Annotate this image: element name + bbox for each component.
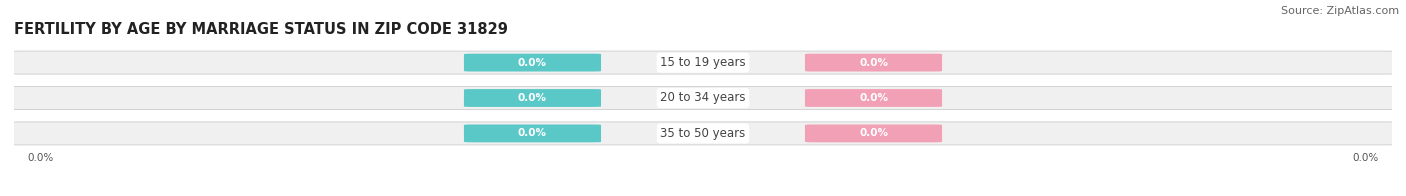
- Text: 0.0%: 0.0%: [1353, 153, 1378, 163]
- Text: 20 to 34 years: 20 to 34 years: [661, 92, 745, 104]
- Text: FERTILITY BY AGE BY MARRIAGE STATUS IN ZIP CODE 31829: FERTILITY BY AGE BY MARRIAGE STATUS IN Z…: [14, 22, 508, 37]
- Text: 0.0%: 0.0%: [517, 93, 547, 103]
- FancyBboxPatch shape: [464, 124, 600, 142]
- Text: 0.0%: 0.0%: [859, 58, 889, 68]
- Text: 0.0%: 0.0%: [517, 58, 547, 68]
- Text: 0.0%: 0.0%: [517, 128, 547, 138]
- FancyBboxPatch shape: [11, 122, 1395, 145]
- Text: 0.0%: 0.0%: [28, 153, 53, 163]
- Text: 35 to 50 years: 35 to 50 years: [661, 127, 745, 140]
- FancyBboxPatch shape: [11, 86, 1395, 110]
- Text: 15 to 19 years: 15 to 19 years: [661, 56, 745, 69]
- FancyBboxPatch shape: [464, 89, 600, 107]
- Text: 0.0%: 0.0%: [859, 93, 889, 103]
- Text: Source: ZipAtlas.com: Source: ZipAtlas.com: [1281, 6, 1399, 16]
- FancyBboxPatch shape: [464, 54, 600, 72]
- FancyBboxPatch shape: [806, 54, 942, 72]
- FancyBboxPatch shape: [11, 51, 1395, 74]
- FancyBboxPatch shape: [806, 89, 942, 107]
- Text: 0.0%: 0.0%: [859, 128, 889, 138]
- FancyBboxPatch shape: [806, 124, 942, 142]
